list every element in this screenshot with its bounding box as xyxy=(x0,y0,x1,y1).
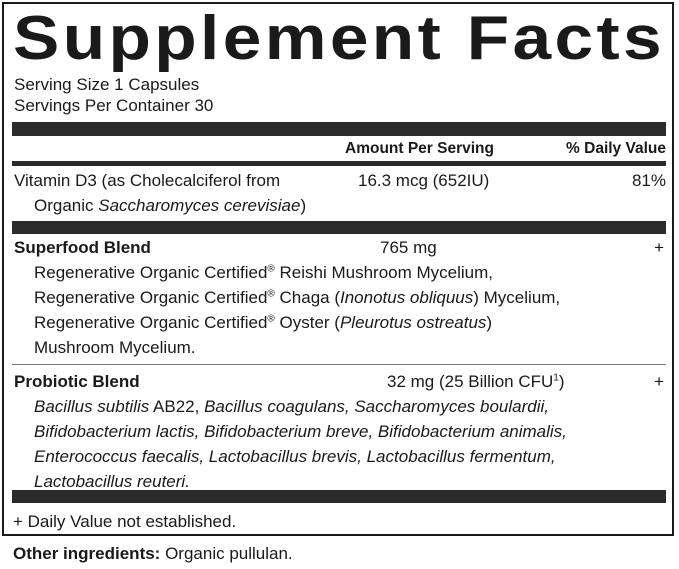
text: Organic xyxy=(34,196,99,215)
daily-value-footnote: + Daily Value not established. xyxy=(13,512,237,531)
registered-mark: ® xyxy=(267,263,275,275)
thick-divider xyxy=(12,122,666,136)
probiotic-ingredient-line: Enterococcus faecalis, Lactobacillus bre… xyxy=(34,447,556,466)
superfood-blend-daily-value: + xyxy=(654,238,664,257)
registered-mark: ® xyxy=(267,313,275,325)
text: Pleurotus ostreatus xyxy=(339,313,487,332)
text: AB22, xyxy=(149,397,205,416)
vitamin-d3-amount: 16.3 mcg (652IU) xyxy=(358,171,490,190)
text: Regenerative Organic Certified xyxy=(34,263,268,282)
text: Inonotus obliquus xyxy=(339,288,474,307)
vitamin-d3-daily-value: 81% xyxy=(631,171,666,190)
text: Bacillus coagulans, Saccharomyces boular… xyxy=(204,397,549,416)
text: ) xyxy=(300,196,307,215)
superfood-ingredient-line: Mushroom Mycelium. xyxy=(34,338,196,357)
text: ) xyxy=(558,372,565,391)
panel-title: Supplement Facts xyxy=(13,4,665,73)
superfood-ingredient-line: Regenerative Organic Certified® Chaga (I… xyxy=(34,285,560,310)
text: ) Mycelium, xyxy=(473,288,561,307)
medium-divider xyxy=(12,161,666,166)
text: 32 mg (25 Billion CFU xyxy=(387,372,554,391)
thin-divider xyxy=(12,364,666,365)
vitamin-d3-source: Organic Saccharomyces cerevisiae) xyxy=(34,193,306,218)
probiotic-blend-daily-value: + xyxy=(654,372,664,391)
probiotic-ingredient-line: Bifidobacterium lactis, Bifidobacterium … xyxy=(34,422,567,441)
other-ingredients: Other ingredients: Organic pullulan. xyxy=(13,541,293,566)
superfood-ingredient-line: Regenerative Organic Certified® Oyster (… xyxy=(34,310,492,335)
text: Saccharomyces cerevisiae xyxy=(98,196,301,215)
header-amount: Amount Per Serving xyxy=(345,140,494,157)
superfood-blend-amount: 765 mg xyxy=(380,238,437,257)
text: ) xyxy=(486,313,493,332)
superfood-blend-name: Superfood Blend xyxy=(14,238,151,257)
footnote-mark: 1 xyxy=(553,372,559,384)
header-daily-value: % Daily Value xyxy=(566,140,666,157)
probiotic-blend-name: Probiotic Blend xyxy=(14,372,140,391)
text: Bacillus subtilis xyxy=(34,397,150,416)
registered-mark: ® xyxy=(267,288,275,300)
text: Chaga ( xyxy=(274,288,340,307)
serving-size: Serving Size 1 Capsules xyxy=(14,75,200,94)
vitamin-d3-name: Vitamin D3 (as Cholecalciferol from xyxy=(14,171,281,190)
thick-divider xyxy=(12,221,666,234)
text: Oyster ( xyxy=(274,313,340,332)
supplement-facts-panel xyxy=(2,2,674,536)
probiotic-ingredient-line: Bacillus subtilis AB22, Bacillus coagula… xyxy=(34,394,549,419)
text: Reishi Mushroom Mycelium, xyxy=(274,263,494,282)
other-ingredients-value: Organic pullulan. xyxy=(160,544,293,563)
probiotic-blend-amount: 32 mg (25 Billion CFU1) xyxy=(387,369,565,394)
text: Regenerative Organic Certified xyxy=(34,313,268,332)
thick-divider xyxy=(12,490,666,503)
other-ingredients-label: Other ingredients: xyxy=(13,544,161,563)
probiotic-ingredient-line: Lactobacillus reuteri. xyxy=(34,472,190,491)
superfood-ingredient-line: Regenerative Organic Certified® Reishi M… xyxy=(34,260,493,285)
text: Regenerative Organic Certified xyxy=(34,288,268,307)
servings-per-container: Servings Per Container 30 xyxy=(14,96,214,115)
